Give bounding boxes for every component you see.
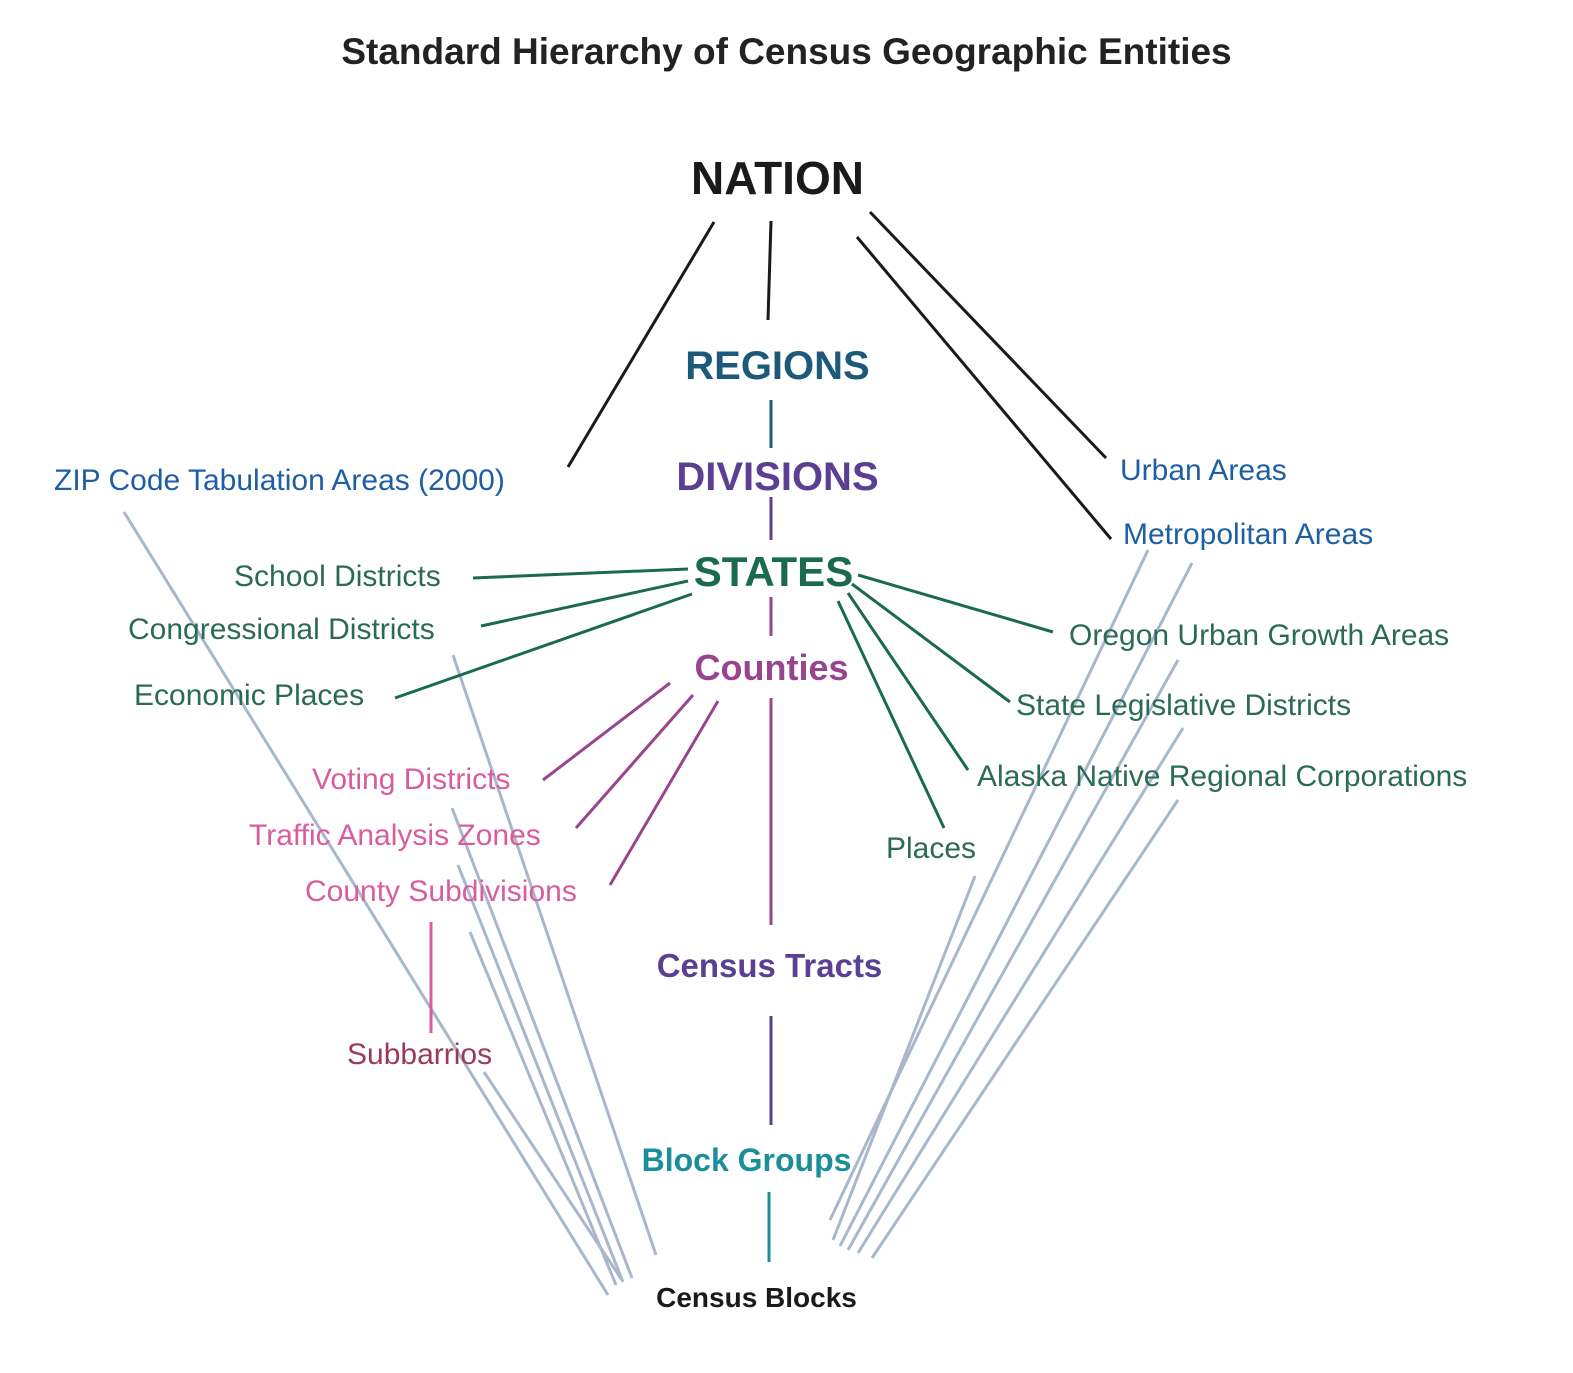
edge-urban-blocks xyxy=(828,549,1150,1221)
edge-traffic-blocks xyxy=(456,864,625,1283)
node-divisions: DIVISIONS xyxy=(676,455,879,499)
edge-zip-blocks xyxy=(122,511,610,1296)
lines-from-counties xyxy=(542,681,720,886)
edge-legislative-blocks xyxy=(856,727,1185,1254)
node-metropolitan-areas: Metropolitan Areas xyxy=(1123,518,1374,551)
node-alaska-native-regional-corporations: Alaska Native Regional Corporations xyxy=(977,760,1468,793)
edge-counties-traffic xyxy=(574,694,695,829)
edge-states-oregon xyxy=(857,573,1054,634)
page-title: Standard Hierarchy of Census Geographic … xyxy=(341,31,1232,72)
edge-metro-blocks xyxy=(838,562,1194,1247)
node-school-districts: School Districts xyxy=(234,560,441,593)
edge-voting-blocks xyxy=(450,807,634,1279)
edge-states-alaska xyxy=(846,592,970,771)
edge-counties-subdivisions xyxy=(608,700,720,886)
node-counties: Counties xyxy=(694,647,849,688)
node-oregon-urban-growth-areas: Oregon Urban Growth Areas xyxy=(1069,619,1450,652)
node-congressional-districts: Congressional Districts xyxy=(128,613,435,646)
node-urban-areas: Urban Areas xyxy=(1120,454,1287,487)
edge-alaska-blocks xyxy=(870,799,1180,1259)
node-census-tracts: Census Tracts xyxy=(656,947,883,984)
node-places: Places xyxy=(886,832,977,865)
node-state-legislative-districts: State Legislative Districts xyxy=(1016,689,1352,722)
node-zip-code-tabulation-areas: ZIP Code Tabulation Areas (2000) xyxy=(54,464,505,497)
edge-nation-urban xyxy=(868,210,1108,460)
node-voting-districts: Voting Districts xyxy=(312,763,511,796)
edge-subdivisions-blocks xyxy=(468,931,618,1286)
edge-nation-metro xyxy=(855,236,1113,540)
lines-to-census-blocks xyxy=(122,511,1194,1296)
node-county-subdivisions: County Subdivisions xyxy=(305,875,577,908)
edge-states-economic xyxy=(394,592,693,700)
node-traffic-analysis-zones: Traffic Analysis Zones xyxy=(249,819,541,852)
edge-states-congressional xyxy=(480,579,689,628)
edge-oregon-blocks xyxy=(846,659,1180,1251)
edge-states-legislative xyxy=(851,582,1011,704)
edge-nation-zip xyxy=(566,221,716,468)
edge-states-places xyxy=(836,600,946,829)
node-regions: REGIONS xyxy=(685,344,870,388)
edge-congressional-blocks xyxy=(451,654,658,1256)
node-states: STATES xyxy=(693,548,854,595)
node-block-groups: Block Groups xyxy=(641,1142,852,1178)
node-census-blocks: Census Blocks xyxy=(656,1282,857,1313)
lines-from-states xyxy=(394,567,1054,829)
edge-states-school xyxy=(472,567,689,580)
lines-from-nation xyxy=(566,210,1113,540)
node-nation: NATION xyxy=(691,152,864,204)
node-subbarrios: Subbarrios xyxy=(347,1038,493,1071)
edge-places-blocks xyxy=(831,875,977,1241)
edge-nation-regions xyxy=(766,220,773,321)
edge-counties-voting xyxy=(542,681,671,782)
edge-subbarrios-blocks xyxy=(482,1071,624,1281)
node-economic-places: Economic Places xyxy=(134,679,365,712)
